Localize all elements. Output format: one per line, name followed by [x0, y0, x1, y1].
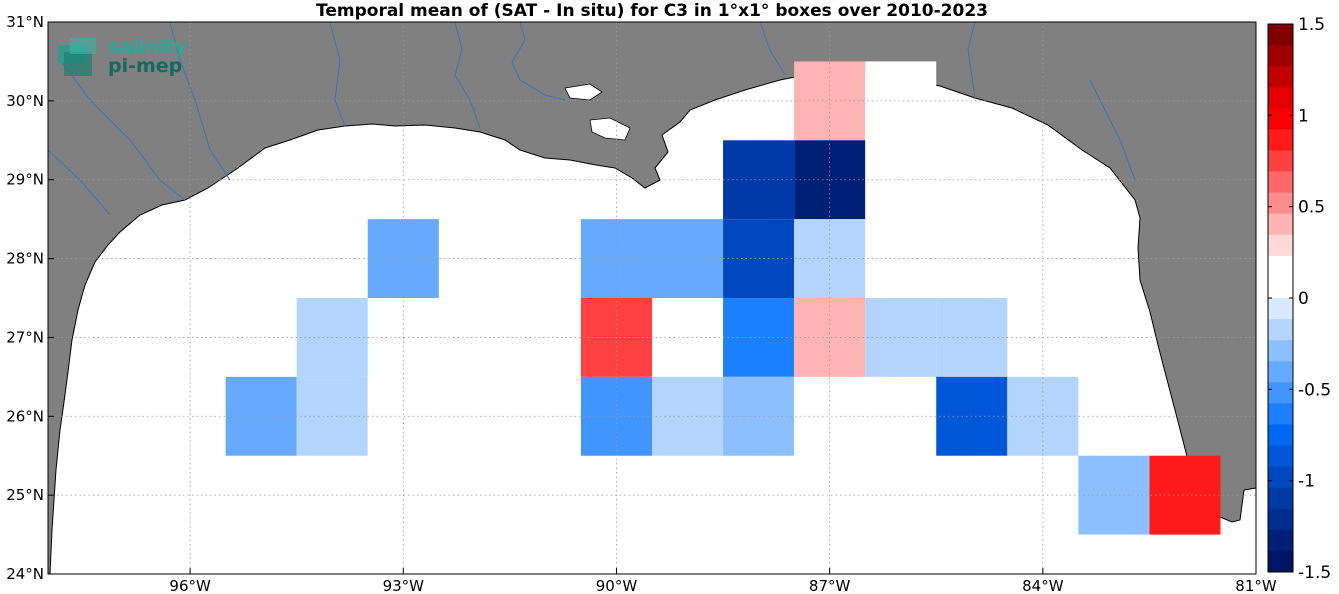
river-apalachicola: [967, 22, 976, 99]
colorbar-tick-label: 0.5: [1298, 198, 1325, 218]
map-title: Temporal mean of (SAT - In situ) for C3 …: [316, 1, 988, 21]
grid-lines: [48, 22, 1256, 574]
heatmap-cell: [1078, 455, 1150, 535]
river-brazos: [59, 59, 186, 201]
lat-tick-label: 26°N: [6, 407, 44, 425]
salinity-pimep-logo: salinity pi-mep: [58, 36, 187, 77]
heatmap-cell: [723, 298, 795, 377]
colorbar-segment: [1268, 192, 1293, 215]
river-atchafalaya: [454, 22, 481, 129]
lat-tick-label: 25°N: [6, 486, 44, 504]
heatmap-cell: [794, 61, 866, 141]
colorbar-tick-label: -0.5: [1298, 380, 1331, 400]
colorbar-segment: [1268, 529, 1293, 552]
logo-line2: pi-mep: [108, 55, 182, 77]
heatmap-cell: [367, 376, 439, 456]
axis-ticks: 96°W 93°W 90°W 87°W 84°W 81°W 24°N 25°N 26°N 27°N…: [6, 13, 1277, 594]
lon-tick-label: 93°W: [383, 577, 425, 594]
river-alabama: [759, 22, 786, 76]
lon-tick-label: 84°W: [1022, 577, 1064, 594]
colorbar-segment: [1268, 445, 1293, 468]
heatmap-cell: [723, 376, 795, 456]
land-mass: [48, 22, 1256, 574]
lat-tick-label: 24°N: [6, 565, 44, 583]
colorbar-segment: [1268, 403, 1293, 425]
colorbar-segment: [1268, 24, 1293, 46]
river-trinity: [169, 22, 231, 181]
colorbar: 1.5 1 0.5 0 -0.5 -1 -1.5: [1267, 15, 1331, 583]
lat-tick-label: 27°N: [6, 328, 44, 346]
colorbar-segment: [1268, 508, 1293, 531]
river-mississippi: [511, 22, 566, 101]
land-layer: [48, 22, 1256, 574]
colorbar-segment: [1268, 340, 1293, 362]
colorbar-segment: [1268, 234, 1293, 257]
lake-pontchartrain: [564, 83, 603, 101]
lon-tick-label: 96°W: [169, 577, 211, 594]
lat-tick-label: 28°N: [6, 250, 44, 268]
colorbar-segment: [1268, 319, 1293, 341]
colorbar-tick-label: 1: [1298, 106, 1309, 126]
colorbar-segment: [1268, 424, 1293, 447]
colorbar-segment: [1268, 171, 1293, 194]
colorbar-segment: [1268, 361, 1293, 383]
river-sabine: [329, 22, 346, 127]
heatmap-cell: [723, 219, 795, 298]
colorbar-segment: [1268, 382, 1293, 404]
colorbar-segment: [1268, 550, 1293, 573]
logo-shape-2: [64, 52, 92, 76]
heatmap-cell: [225, 376, 297, 456]
colorbar-segment: [1268, 276, 1293, 299]
heatmap-cell: [723, 140, 795, 220]
lat-tick-label: 31°N: [6, 13, 44, 31]
river-suwannee: [1089, 79, 1136, 181]
map-frame: [47, 21, 1257, 575]
colorbar-segment: [1268, 213, 1293, 236]
colorbar-segment: [1268, 108, 1293, 130]
colorbar-segment: [1268, 150, 1293, 173]
colorbar-tick-label: -1: [1298, 472, 1315, 492]
lon-tick-label: 90°W: [596, 577, 638, 594]
colorbar-tick-label: 1.5: [1298, 15, 1325, 35]
lon-tick-label: 81°W: [1235, 577, 1277, 594]
heatmap-cell: [1149, 455, 1221, 535]
colorbar-segment: [1268, 87, 1293, 109]
colorbar-segment: [1268, 129, 1293, 151]
heatmap-cell: [367, 219, 439, 298]
logo-line1: salinity: [108, 36, 187, 58]
colorbar-segment: [1268, 487, 1293, 510]
colorbar-segment: [1268, 298, 1293, 320]
lat-tick-label: 30°N: [6, 92, 44, 110]
colorbar-tick-label: -1.5: [1298, 563, 1331, 583]
colorbar-segment: [1268, 255, 1293, 278]
colorbar-tick-label: 0: [1298, 289, 1309, 309]
lon-tick-label: 87°W: [809, 577, 851, 594]
heatmap-cell: [794, 219, 866, 298]
mississippi-delta: [589, 117, 631, 141]
logo-shape-3: [70, 38, 96, 54]
colorbar-segment: [1268, 45, 1293, 67]
colorbar-segment: [1268, 66, 1293, 88]
colorbar-segment: [1268, 466, 1293, 489]
lat-tick-label: 29°N: [6, 171, 44, 189]
